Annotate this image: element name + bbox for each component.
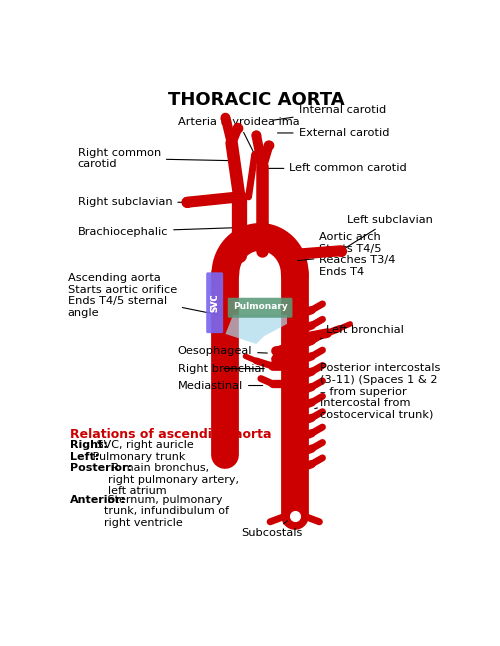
- Text: External carotid: External carotid: [278, 128, 389, 138]
- Text: Posterior intercostals
(3-11) (Spaces 1 & 2
– from superior
intercostal from
cos: Posterior intercostals (3-11) (Spaces 1 …: [315, 364, 440, 420]
- Text: SVC, right auricle: SVC, right auricle: [92, 440, 194, 450]
- Text: Subcostals: Subcostals: [241, 517, 302, 538]
- Text: THORACIC AORTA: THORACIC AORTA: [168, 91, 344, 109]
- Text: Internal carotid: Internal carotid: [273, 105, 386, 120]
- Text: Ascending aorta
Starts aortic orifice
Ends T4/5 sternal
angle: Ascending aorta Starts aortic orifice En…: [68, 273, 222, 318]
- Text: Left common carotid: Left common carotid: [268, 163, 407, 173]
- Text: Brachiocephalic: Brachiocephalic: [78, 227, 234, 236]
- Text: Right bronchial: Right bronchial: [178, 364, 264, 373]
- Text: Arteria thyroidea ima: Arteria thyroidea ima: [178, 117, 300, 152]
- Text: Posterior:: Posterior:: [70, 463, 132, 474]
- Text: Aortic arch
Starts T4/5
Reaches T3/4
Ends T4: Aortic arch Starts T4/5 Reaches T3/4 End…: [298, 232, 396, 277]
- Text: Mediastinal: Mediastinal: [178, 380, 262, 391]
- Text: Pulmonary: Pulmonary: [232, 302, 287, 311]
- Polygon shape: [226, 315, 287, 344]
- Text: SVC: SVC: [210, 293, 219, 312]
- FancyBboxPatch shape: [228, 298, 292, 318]
- Text: Right:: Right:: [70, 440, 108, 450]
- Text: Sternum, pulmonary
trunk, infundibulum of
right ventricle: Sternum, pulmonary trunk, infundibulum o…: [104, 495, 229, 528]
- Text: R main bronchus,
right pulmonary artery,
left atrium: R main bronchus, right pulmonary artery,…: [108, 463, 238, 497]
- Text: Pulmonary trunk: Pulmonary trunk: [89, 452, 185, 462]
- Text: Right common
carotid: Right common carotid: [78, 147, 231, 169]
- Text: Oesophageal: Oesophageal: [178, 346, 268, 356]
- FancyBboxPatch shape: [206, 273, 223, 333]
- Text: Relations of ascending aorta: Relations of ascending aorta: [70, 428, 272, 441]
- Text: SVC: SVC: [210, 293, 219, 312]
- Text: Left bronchial: Left bronchial: [320, 325, 404, 339]
- Text: Left subclavian: Left subclavian: [344, 215, 433, 249]
- Text: Anterior:: Anterior:: [70, 495, 126, 505]
- Text: Left:: Left:: [70, 452, 99, 462]
- Text: Right subclavian: Right subclavian: [78, 197, 184, 207]
